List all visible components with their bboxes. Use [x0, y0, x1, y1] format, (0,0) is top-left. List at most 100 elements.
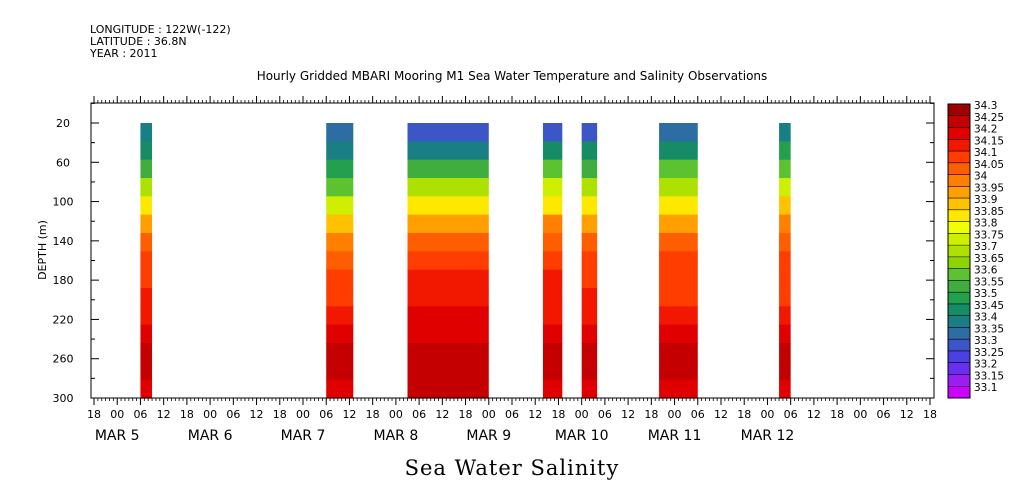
x-tick-label: 18: [87, 408, 101, 421]
x-tick-label: 00: [296, 408, 310, 421]
salinity-cell: [140, 251, 153, 271]
x-tick-label: 18: [551, 408, 565, 421]
y-tick-label: 180: [53, 274, 74, 287]
salinity-cell: [542, 214, 563, 234]
chart-title: Hourly Gridded MBARI Mooring M1 Sea Wate…: [257, 69, 768, 83]
salinity-cell: [581, 306, 598, 326]
y-tick-label: 260: [53, 353, 74, 366]
x-tick-label: 12: [900, 408, 914, 421]
colorbar-swatch: [948, 315, 970, 328]
salinity-cell: [779, 178, 791, 197]
colorbar-swatch: [948, 209, 970, 222]
salinity-cell: [581, 233, 598, 252]
y-tick-label: 100: [53, 196, 74, 209]
x-tick-label: 12: [714, 408, 728, 421]
x-day-label: MAR 10: [555, 428, 609, 444]
salinity-cell: [581, 361, 598, 381]
colorbar-swatch: [948, 292, 970, 305]
y-tick-label: 20: [56, 117, 70, 130]
salinity-cell: [659, 269, 698, 289]
salinity-cell: [542, 361, 563, 381]
salinity-cell: [659, 178, 698, 197]
salinity-cell: [140, 306, 153, 326]
x-tick-label: 12: [157, 408, 171, 421]
salinity-cell: [581, 214, 598, 234]
colorbar-label: 34.05: [974, 159, 1004, 171]
colorbar-swatch: [948, 256, 970, 270]
salinity-cell: [659, 233, 698, 252]
salinity-cell: [581, 324, 598, 344]
salinity-cell: [779, 306, 791, 326]
x-tick-label: 12: [342, 408, 356, 421]
colorbar-label: 33.55: [974, 276, 1004, 288]
salinity-cell: [326, 361, 354, 381]
salinity-cell: [779, 233, 791, 252]
salinity-cell: [779, 288, 791, 307]
x-tick-label: 00: [575, 408, 589, 421]
colorbar-swatch: [948, 350, 970, 364]
salinity-data-layer: [140, 123, 791, 399]
colorbar-label: 33.8: [974, 218, 997, 230]
colorbar-swatch: [948, 233, 970, 246]
x-tick-label: 06: [784, 408, 798, 421]
salinity-cell: [542, 306, 563, 326]
colorbar-swatch: [948, 362, 970, 375]
colorbar-label: 33.9: [974, 194, 997, 206]
salinity-cell: [326, 251, 354, 271]
colorbar-label: 33.2: [974, 359, 997, 371]
salinity-cell: [140, 269, 153, 289]
x-tick-label: 18: [830, 408, 844, 421]
salinity-cell: [542, 178, 563, 197]
salinity-cell: [407, 159, 489, 179]
salinity-cell: [779, 141, 791, 161]
salinity-cell: [779, 214, 791, 234]
salinity-cell: [140, 196, 153, 216]
colorbar-swatch: [948, 221, 970, 234]
salinity-cell: [407, 196, 489, 216]
x-tick-label: 06: [505, 408, 519, 421]
x-day-label: MAR 6: [188, 428, 233, 444]
salinity-cell: [326, 123, 354, 142]
x-tick-label: 00: [668, 408, 682, 421]
salinity-cell: [659, 288, 698, 307]
salinity-cell: [407, 343, 489, 362]
salinity-cell: [407, 306, 489, 326]
salinity-cell: [542, 324, 563, 344]
salinity-cell: [581, 379, 598, 399]
colorbar: 34.334.2534.234.1534.134.053433.9533.933…: [947, 100, 1004, 399]
salinity-cell: [407, 233, 489, 252]
x-day-label: MAR 9: [466, 428, 511, 444]
salinity-cell: [140, 343, 153, 362]
salinity-cell: [542, 269, 563, 289]
salinity-cell: [779, 159, 791, 179]
x-tick-label: 00: [482, 408, 496, 421]
bottom-title: Sea Water Salinity: [405, 456, 620, 480]
colorbar-swatch: [948, 104, 970, 117]
colorbar-swatch: [948, 327, 970, 340]
x-tick-label: 00: [110, 408, 124, 421]
colorbar-swatch: [948, 386, 970, 399]
salinity-cell: [779, 343, 791, 362]
salinity-cell: [407, 141, 489, 161]
x-tick-label: 00: [389, 408, 403, 421]
salinity-cell: [407, 288, 489, 307]
colorbar-label: 33.15: [974, 370, 1004, 382]
salinity-cell: [140, 141, 153, 161]
salinity-cell: [407, 178, 489, 197]
salinity-cell: [581, 251, 598, 271]
salinity-cell: [407, 269, 489, 289]
salinity-cell: [140, 123, 153, 142]
salinity-cell: [140, 361, 153, 381]
salinity-cell: [659, 324, 698, 344]
colorbar-swatch: [948, 151, 970, 164]
colorbar-label: 34.15: [974, 135, 1004, 147]
colorbar-swatch: [948, 115, 970, 128]
colorbar-swatch: [948, 174, 970, 187]
salinity-cell: [659, 196, 698, 216]
salinity-cell: [326, 379, 354, 399]
salinity-cell: [779, 324, 791, 344]
salinity-cell: [659, 214, 698, 234]
salinity-cell: [659, 361, 698, 381]
salinity-cell: [581, 269, 598, 289]
